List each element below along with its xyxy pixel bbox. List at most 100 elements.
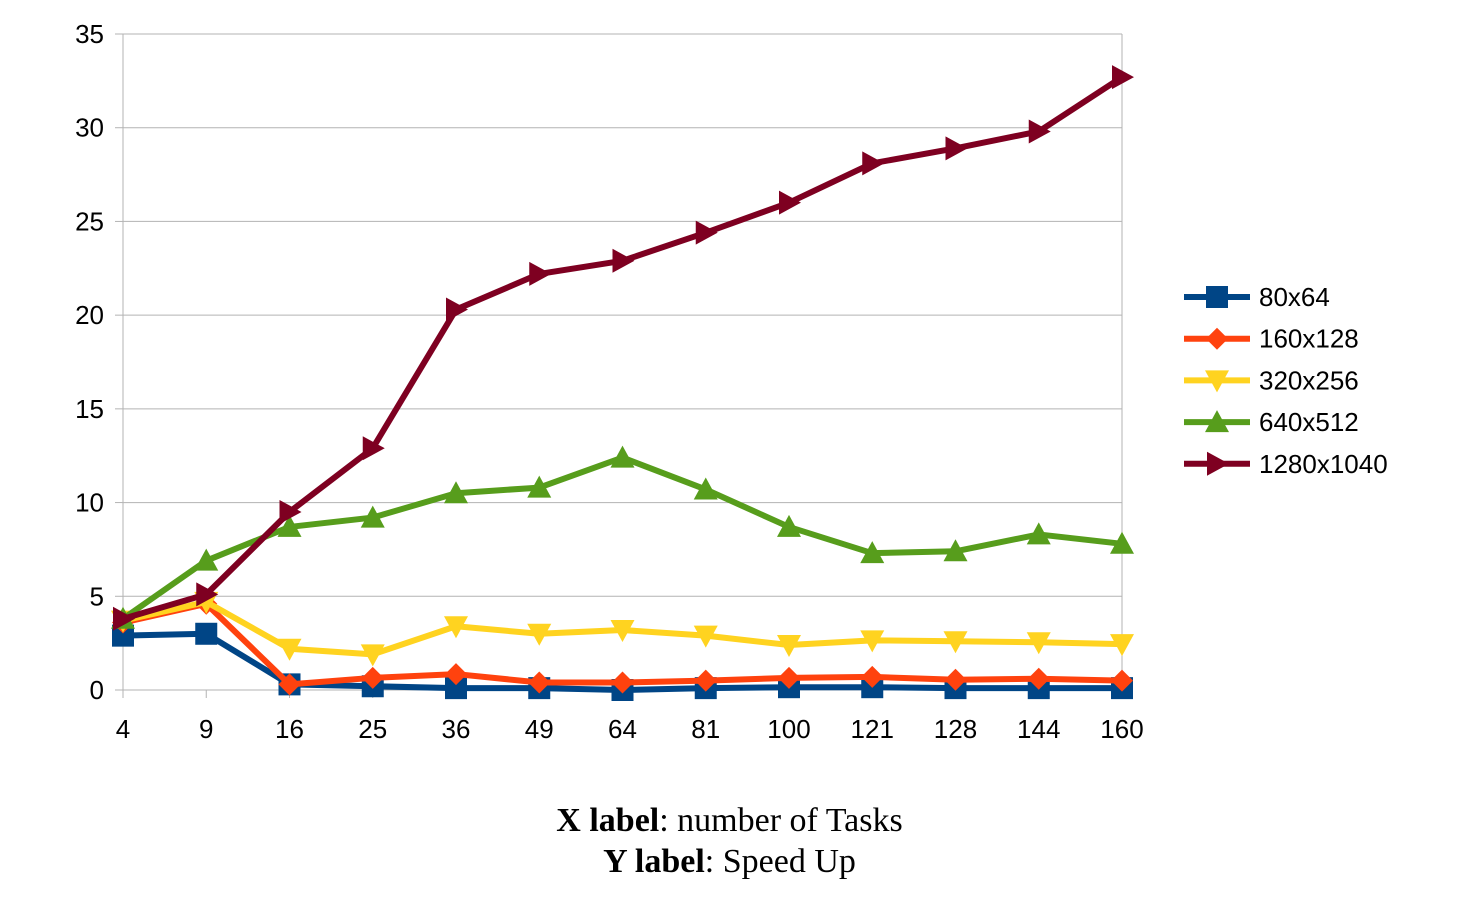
y-tick-label: 30 — [75, 113, 104, 143]
data-point — [1110, 531, 1134, 554]
data-point — [860, 541, 885, 564]
data-point — [194, 548, 219, 571]
x-label-caption: X label: number of Tasks — [0, 802, 1459, 840]
x-tick-label: 9 — [199, 714, 213, 744]
data-point — [611, 671, 634, 694]
series-line — [121, 454, 1123, 622]
data-point — [944, 668, 967, 691]
data-point — [1027, 667, 1050, 690]
data-point — [445, 663, 467, 686]
data-point — [777, 514, 801, 537]
legend-item: 320x256 — [1184, 365, 1359, 395]
data-point — [693, 625, 718, 648]
legend-label: 640x512 — [1259, 407, 1359, 437]
data-point — [1112, 65, 1134, 90]
x-tick-label: 81 — [691, 714, 720, 744]
y-tick-label: 15 — [75, 394, 104, 424]
x-tick-label: 100 — [767, 714, 810, 744]
x-tick-label: 128 — [934, 714, 977, 744]
data-point — [279, 499, 302, 524]
y-label-key: Y label — [603, 843, 705, 880]
legend-marker — [1206, 286, 1228, 308]
y-label-text: : Speed Up — [704, 843, 856, 880]
data-point — [693, 477, 718, 500]
data-point — [277, 514, 302, 537]
data-point — [360, 505, 385, 528]
y-label-caption: Y label: Speed Up — [0, 843, 1459, 881]
data-point — [610, 445, 635, 468]
x-tick-label: 160 — [1100, 714, 1143, 744]
legend-marker — [1207, 451, 1229, 476]
data-point — [1111, 669, 1133, 692]
x-tick-label: 4 — [116, 714, 130, 744]
legend-item: 160x128 — [1184, 324, 1359, 354]
y-tick-label: 10 — [75, 488, 104, 518]
data-point — [860, 630, 885, 653]
legend-item: 1280x1040 — [1184, 449, 1388, 479]
gridlines — [123, 33, 1122, 691]
x-tick-label: 36 — [442, 714, 471, 744]
data-point — [444, 481, 468, 504]
legend-item: 640x512 — [1184, 407, 1359, 437]
y-tick-label: 5 — [90, 581, 104, 611]
data-point — [610, 620, 635, 643]
legend-marker — [1205, 370, 1229, 393]
data-point — [361, 666, 384, 689]
x-tick-label: 49 — [525, 714, 554, 744]
data-point — [1110, 634, 1134, 657]
x-tick-label: 64 — [608, 714, 637, 744]
y-tick-label: 35 — [75, 19, 104, 49]
data-point — [446, 297, 468, 322]
data-point — [527, 475, 552, 498]
data-point — [1026, 632, 1051, 655]
data-point — [278, 673, 301, 696]
data-point — [195, 622, 218, 645]
data-point — [778, 666, 800, 689]
data-point — [112, 624, 134, 647]
data-point — [529, 261, 552, 286]
series-1280x1040 — [113, 65, 1134, 631]
data-point — [943, 539, 968, 562]
series-320x256 — [111, 591, 1134, 667]
data-point — [277, 638, 302, 661]
x-tick-label: 16 — [275, 714, 304, 744]
legend: 80x64 160x128 320x256 640x512 1280x1040 — [1184, 282, 1388, 479]
data-point — [943, 631, 968, 654]
data-point — [1028, 119, 1051, 144]
x-tick-label: 144 — [1017, 714, 1060, 744]
data-point — [695, 220, 718, 245]
legend-marker — [1205, 410, 1229, 433]
data-point — [196, 582, 219, 607]
x-tick-label: 121 — [851, 714, 894, 744]
series-lines — [111, 65, 1134, 701]
data-point — [527, 623, 552, 646]
data-point — [1026, 522, 1051, 545]
y-tick-label: 0 — [90, 675, 104, 705]
legend-label: 160x128 — [1259, 324, 1359, 354]
legend-label: 1280x1040 — [1259, 449, 1388, 479]
data-point — [779, 190, 801, 215]
data-point — [861, 665, 884, 688]
data-point — [945, 136, 968, 161]
legend-marker — [1206, 327, 1228, 350]
data-point — [862, 151, 885, 176]
series-line — [122, 74, 1124, 622]
data-point — [444, 616, 468, 639]
y-tick-label: 25 — [75, 206, 104, 236]
data-point — [528, 671, 551, 694]
x-tick-label: 25 — [358, 714, 387, 744]
legend-label: 80x64 — [1259, 282, 1330, 312]
x-label-key: X label — [556, 802, 660, 839]
data-point — [113, 606, 135, 631]
data-point — [612, 248, 635, 273]
data-point — [694, 669, 717, 692]
data-point — [362, 436, 385, 461]
data-point — [360, 644, 385, 667]
legend-label: 320x256 — [1259, 365, 1359, 395]
series-160x128 — [112, 592, 1133, 696]
data-point — [777, 635, 801, 658]
x-label-text: : number of Tasks — [659, 802, 903, 839]
data-point — [445, 677, 467, 700]
